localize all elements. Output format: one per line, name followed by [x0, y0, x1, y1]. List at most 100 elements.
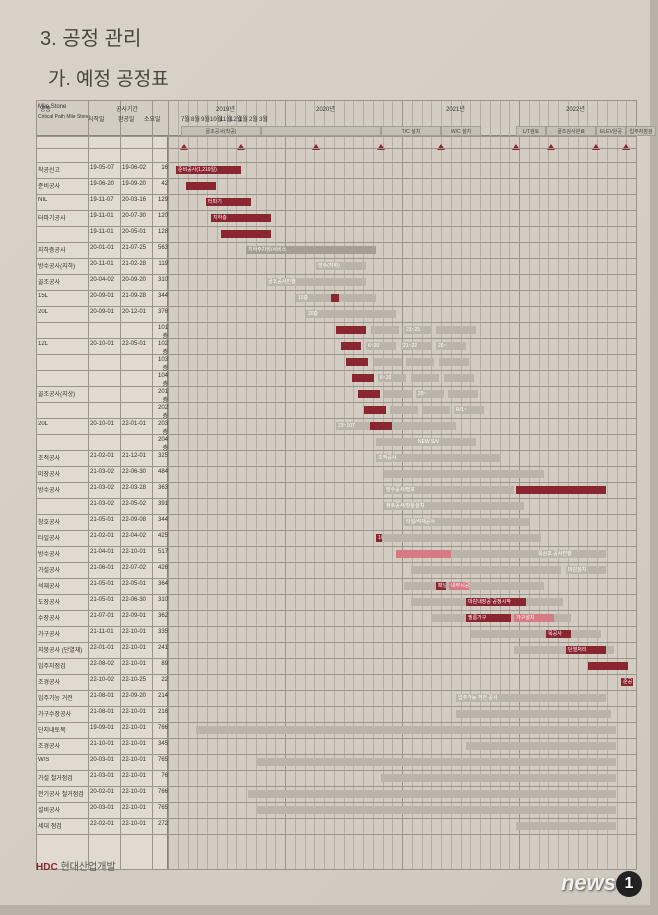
- task-duration: 76: [154, 773, 168, 779]
- gantt-chart: Mile Stone Critical Path Mile Stone 공사기간…: [36, 100, 636, 870]
- gridline-horizontal: [36, 498, 636, 499]
- task-duration: 241: [154, 645, 168, 651]
- gantt-bar: 준공: [621, 678, 633, 686]
- gantt-bar: [406, 358, 434, 366]
- task-duration: 201층: [154, 389, 168, 404]
- task-start-date: 22-10-02: [90, 677, 120, 683]
- gantt-bar: 23~107: [336, 422, 456, 430]
- task-duration: 119: [154, 261, 168, 267]
- gantt-bar: NEW S/V: [416, 438, 456, 446]
- gridline-horizontal: [36, 658, 636, 659]
- header-label: 2월: [249, 114, 258, 123]
- gantt-bar: 6~20: [366, 342, 396, 350]
- gantt-bar: [411, 566, 561, 574]
- gridline-horizontal: [36, 738, 636, 739]
- task-duration: 765: [154, 805, 168, 811]
- task-end-date: 20-03-16: [122, 197, 152, 203]
- milestone-marker: [237, 144, 245, 150]
- task-end-date: 19-06-02: [122, 165, 152, 171]
- task-duration: 89: [154, 661, 168, 667]
- task-end-date: 21-07-25: [122, 245, 152, 251]
- gridline-horizontal: [36, 178, 636, 179]
- gantt-bar: [546, 486, 576, 494]
- task-label: 착공신고: [38, 165, 88, 174]
- task-duration: 203층: [154, 421, 168, 436]
- task-label: 방수공사(지하): [38, 261, 88, 270]
- gantt-bar: [374, 358, 402, 366]
- gantt-bar: [358, 390, 380, 398]
- task-end-date: 22-10-01: [122, 629, 152, 635]
- gantt-bar: 지하주차장/서비스: [246, 246, 376, 254]
- gantt-bar: 지하층: [211, 214, 271, 222]
- task-duration: 391: [154, 501, 168, 507]
- task-end-date: 22-09-08: [122, 517, 152, 523]
- task-end-date: 22-06-30: [122, 597, 152, 603]
- task-end-date: 19-09-20: [122, 181, 152, 187]
- task-label: 준비공사: [38, 181, 88, 190]
- header-label: 소요일: [144, 114, 161, 123]
- task-start-date: 21-07-01: [90, 613, 120, 619]
- task-start-date: 19-11-07: [90, 197, 120, 203]
- task-label: 골조공사(지상): [38, 389, 88, 398]
- gantt-bar: [248, 790, 616, 798]
- gridline-horizontal: [36, 722, 636, 723]
- task-end-date: 20-05-01: [122, 229, 152, 235]
- critical-path-label: Critical Path Mile Stone: [38, 114, 90, 120]
- gantt-bar: 21~22: [401, 342, 431, 350]
- gantt-bar: [444, 374, 474, 382]
- phase-band: ELEV완공: [596, 126, 626, 136]
- gridline-horizontal: [36, 162, 636, 163]
- task-end-date: 22-10-01: [122, 725, 152, 731]
- task-end-date: 22-09-01: [122, 613, 152, 619]
- gantt-bar: [422, 406, 450, 414]
- task-end-date: 22-10-01: [122, 789, 152, 795]
- section-heading: 3. 공정 관리: [40, 22, 141, 51]
- task-duration: 272: [154, 821, 168, 827]
- task-end-date: 22-10-01: [122, 549, 152, 555]
- task-label: 12L: [38, 341, 88, 347]
- gridline-horizontal: [36, 786, 636, 787]
- gantt-bar: 26~: [436, 342, 466, 350]
- gantt-bar: 필름가구: [466, 614, 511, 622]
- task-label: 가구공사: [38, 629, 88, 638]
- watermark-text: news: [561, 870, 616, 895]
- gantt-bar: 골조공사진행: [266, 278, 366, 286]
- gridline-horizontal: [36, 402, 636, 403]
- task-duration: 517: [154, 549, 168, 555]
- gantt-bar: 23~25: [404, 326, 432, 334]
- gantt-bar: 마감설치: [566, 566, 606, 574]
- task-start-date: 21-04-01: [90, 549, 120, 555]
- task-end-date: 22-10-01: [122, 661, 152, 667]
- gantt-bar: [384, 470, 544, 478]
- task-label: 방수공사: [38, 485, 88, 494]
- watermark-bubble: 1: [616, 871, 642, 897]
- gantt-bar: [346, 358, 368, 366]
- task-end-date: 20-07-30: [122, 213, 152, 219]
- task-start-date: 20-04-02: [90, 277, 120, 283]
- gridline-horizontal: [36, 386, 636, 387]
- gridline-horizontal: [36, 322, 636, 323]
- task-end-date: 22-09-20: [122, 693, 152, 699]
- task-duration: 362: [154, 613, 168, 619]
- gantt-bar: 방수공사/발포: [384, 486, 514, 494]
- task-start-date: 20-11-01: [90, 261, 120, 267]
- gridline-horizontal: [36, 306, 636, 307]
- gantt-bar: 1/5층: [376, 534, 382, 542]
- gridline-horizontal: [36, 706, 636, 707]
- news-watermark: news1: [561, 870, 642, 897]
- gridline-horizontal: [36, 466, 636, 467]
- gridline-horizontal: [36, 418, 636, 419]
- task-start-date: 20-10-01: [90, 421, 120, 427]
- task-duration: 363: [154, 485, 168, 491]
- gantt-bar: [364, 406, 386, 414]
- task-label: 설비공사: [38, 805, 88, 814]
- task-start-date: 20-01-01: [90, 245, 120, 251]
- gantt-bar: [588, 662, 628, 670]
- task-duration: 216: [154, 709, 168, 715]
- task-duration: 22: [154, 677, 168, 683]
- task-start-date: 21-06-01: [90, 565, 120, 571]
- task-end-date: 22-01-01: [122, 421, 152, 427]
- gridline-horizontal: [36, 594, 636, 595]
- gantt-bar: 입주가능 거전 공사: [456, 694, 606, 702]
- task-label: 석재공사: [38, 581, 88, 590]
